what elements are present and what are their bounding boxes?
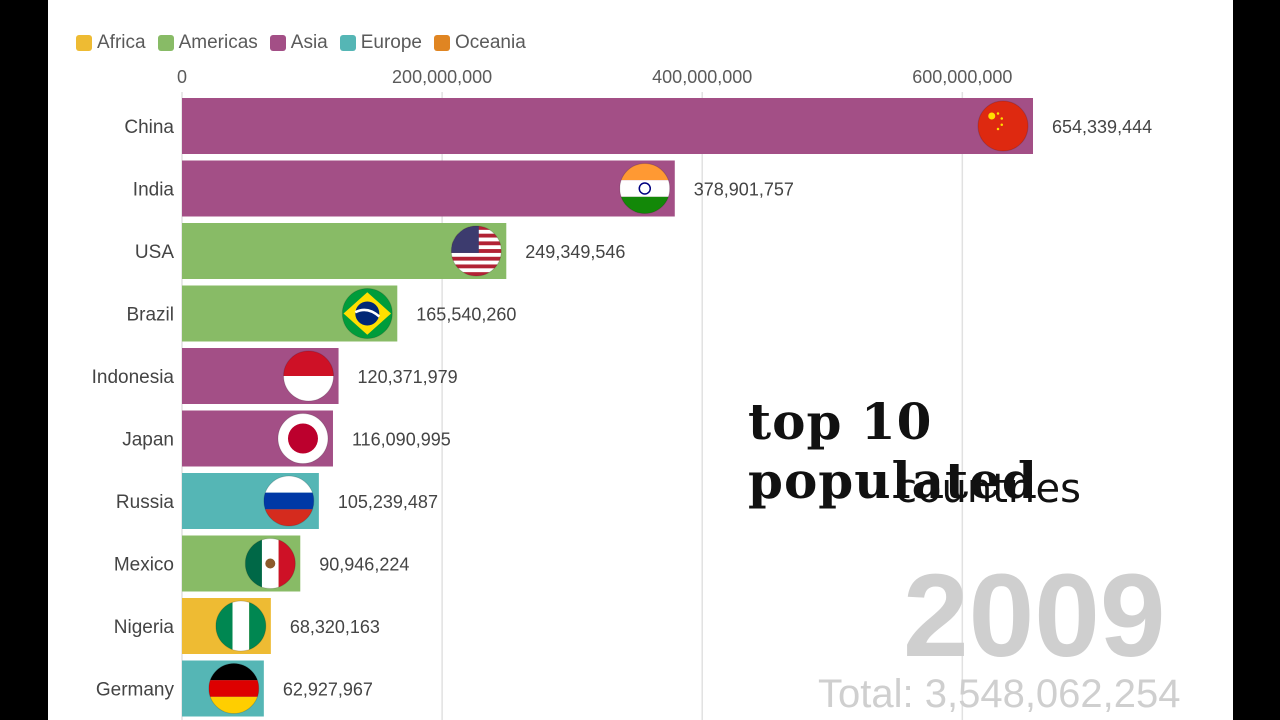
value-label: 90,946,224 (319, 555, 409, 575)
overlay-subtitle: countries (895, 466, 1081, 512)
usa-flag-icon (450, 225, 502, 277)
legend-item-europe: Europe (339, 32, 423, 54)
mexico-flag-icon (244, 538, 296, 589)
brazil-flag-icon (341, 288, 393, 339)
nigeria-flag-icon (215, 600, 267, 652)
legend-label: Asia (290, 32, 328, 53)
legend: Africa Americas Asia Europe Oceania (76, 32, 538, 54)
legend-item-asia: Asia (269, 32, 328, 54)
legend-swatch (76, 35, 92, 51)
bar-china (182, 98, 1033, 154)
overlay-title: top 10 populated (748, 392, 1038, 510)
indonesia-flag-icon (283, 350, 335, 402)
russia-flag-icon (263, 475, 315, 527)
x-tick-label: 400,000,000 (652, 67, 752, 87)
bar-chart: 0 200,000,000 400,000,000 600,000,000 China 6… (92, 67, 1152, 720)
germany-flag-icon (208, 663, 260, 714)
legend-item-americas: Americas (157, 32, 258, 54)
china-flag-icon (977, 100, 1029, 152)
value-label: 120,371,979 (358, 367, 458, 387)
category-label: China (124, 117, 174, 138)
value-label: 62,927,967 (283, 680, 373, 700)
category-label: USA (135, 242, 174, 263)
category-label: Mexico (114, 555, 174, 576)
category-label: Germany (96, 680, 175, 701)
legend-label: Americas (178, 32, 258, 53)
total-display: Total: 3,548,062,254 (818, 672, 1181, 716)
legend-label: Africa (97, 32, 146, 53)
category-label: Indonesia (92, 367, 175, 388)
x-tick-label: 0 (177, 67, 187, 87)
value-label: 654,339,444 (1052, 117, 1152, 137)
category-label: Nigeria (114, 617, 175, 638)
japan-flag-icon (277, 413, 329, 464)
legend-swatch (157, 35, 174, 51)
legend-swatch (269, 35, 286, 51)
category-label: Russia (116, 492, 175, 513)
legend-item-oceania: Oceania (434, 32, 526, 54)
year-display: 2009 (903, 550, 1166, 682)
legend-label: Europe (360, 32, 423, 53)
category-label: Japan (122, 430, 174, 451)
x-tick-label: 200,000,000 (392, 67, 492, 87)
category-label: Brazil (126, 305, 174, 326)
x-tick-label: 600,000,000 (912, 67, 1012, 87)
category-label: India (133, 180, 175, 201)
value-label: 249,349,546 (525, 242, 625, 262)
legend-swatch (434, 35, 451, 51)
value-label: 116,090,995 (352, 430, 451, 450)
chart-frame: Africa Americas Asia Europe Oceania 0 200,000… (48, 0, 1233, 720)
value-label: 378,901,757 (694, 180, 794, 200)
value-label: 105,239,487 (338, 492, 438, 512)
legend-item-africa: Africa (76, 32, 146, 54)
value-label: 165,540,260 (416, 305, 516, 325)
legend-label: Oceania (455, 32, 526, 53)
bar-india (182, 160, 675, 217)
value-label: 68,320,163 (290, 617, 380, 637)
legend-swatch (339, 35, 356, 51)
india-flag-icon (619, 163, 671, 214)
